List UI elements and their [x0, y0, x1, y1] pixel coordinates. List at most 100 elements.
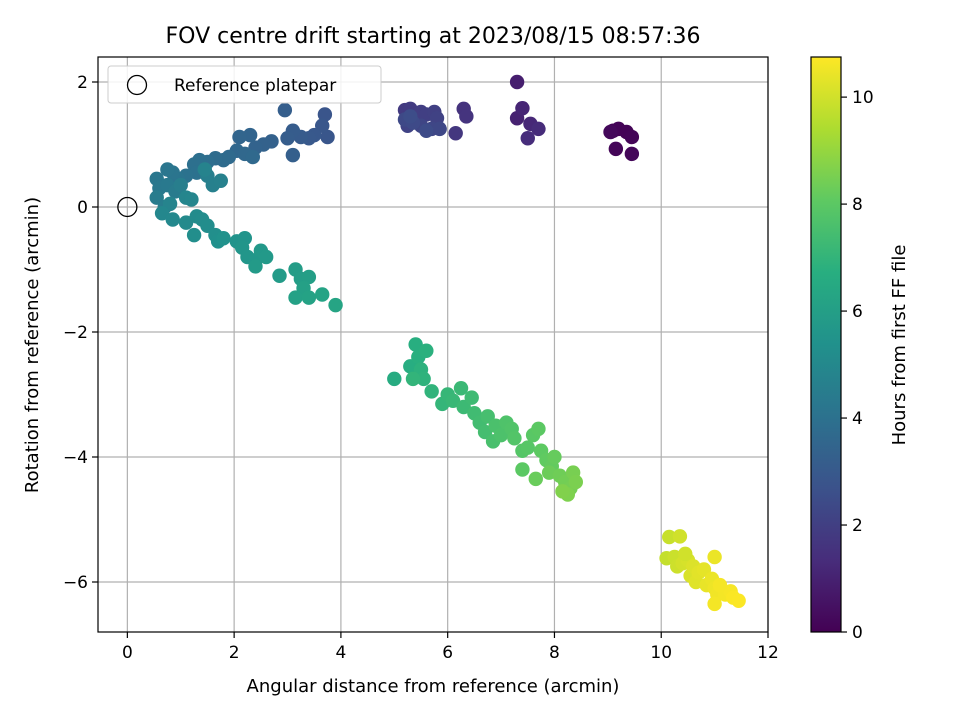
- data-point: [555, 484, 570, 499]
- data-point: [416, 371, 431, 387]
- data-point: [731, 593, 746, 608]
- data-point: [301, 290, 317, 305]
- legend-reference-marker: [126, 74, 148, 96]
- data-point: [531, 421, 546, 437]
- data-point: [186, 227, 202, 243]
- legend-box: [107, 65, 382, 104]
- data-point: [405, 371, 421, 387]
- data-point: [197, 162, 212, 177]
- data-point: [149, 190, 164, 205]
- data-point: [178, 215, 194, 230]
- x-tick-label: 4: [335, 643, 346, 663]
- reference-marker: [117, 196, 138, 218]
- data-point: [531, 121, 546, 137]
- data-point: [507, 431, 522, 446]
- data-point: [477, 424, 493, 440]
- data-point: [520, 440, 535, 455]
- data-point: [280, 131, 295, 146]
- data-point: [162, 196, 178, 212]
- data-point: [515, 462, 530, 477]
- x-axis-label: Angular distance from reference (arcmin): [247, 676, 620, 697]
- data-point: [387, 371, 402, 387]
- data-point: [528, 471, 543, 487]
- y-tick-label: −6: [63, 573, 88, 593]
- colorbar-tick-label: 10: [852, 88, 874, 108]
- chart-title: FOV centre drift starting at 2023/08/15 …: [166, 24, 701, 49]
- colorbar-tick-label: 2: [852, 516, 863, 536]
- data-point: [464, 390, 479, 405]
- data-point: [242, 127, 258, 143]
- data-point: [184, 192, 199, 207]
- data-point: [624, 129, 640, 145]
- colorbar-tick-label: 0: [852, 623, 863, 643]
- data-point: [320, 129, 335, 145]
- data-point: [603, 124, 618, 140]
- data-point: [456, 399, 471, 415]
- data-point: [448, 126, 463, 141]
- data-point: [154, 206, 170, 221]
- colorbar-label: Hours from first FF file: [889, 245, 910, 446]
- x-tick-label: 0: [122, 643, 133, 663]
- data-point: [419, 343, 434, 358]
- data-point: [216, 231, 231, 246]
- data-point: [315, 287, 330, 302]
- data-point: [213, 173, 228, 188]
- data-point: [624, 146, 640, 162]
- x-tick-label: 2: [229, 643, 240, 663]
- data-point: [248, 259, 263, 274]
- data-point: [424, 384, 439, 399]
- data-point: [509, 74, 525, 90]
- data-point: [672, 529, 688, 544]
- data-point: [245, 149, 261, 165]
- data-point: [568, 474, 584, 490]
- data-point: [328, 297, 343, 313]
- data-point: [608, 141, 624, 157]
- colorbar-gradient: [810, 56, 842, 633]
- data-point: [459, 109, 474, 124]
- data-point: [547, 449, 562, 465]
- data-point: [285, 147, 301, 163]
- data-points: [149, 74, 746, 612]
- data-point: [165, 212, 180, 227]
- data-point: [403, 109, 418, 124]
- y-tick-label: 2: [77, 73, 88, 93]
- data-point: [419, 123, 434, 138]
- data-point: [173, 177, 188, 193]
- y-tick-label: −4: [63, 448, 88, 468]
- data-point: [317, 107, 333, 122]
- colorbar-tick-label: 8: [852, 195, 863, 215]
- colorbar-tick-label: 6: [852, 302, 863, 322]
- x-tick-label: 6: [442, 643, 453, 663]
- data-point: [515, 101, 530, 116]
- colorbar-tick-label: 4: [852, 409, 863, 429]
- data-point: [288, 290, 303, 305]
- data-point: [696, 562, 712, 577]
- y-axis-label: Rotation from reference (arcmin): [22, 197, 43, 493]
- data-point: [678, 546, 693, 562]
- data-point: [232, 129, 247, 145]
- legend: Reference platepar: [107, 65, 382, 104]
- data-point: [315, 118, 330, 133]
- data-point: [432, 121, 447, 137]
- data-point: [453, 381, 469, 396]
- data-point: [200, 218, 215, 233]
- plot-frame: [97, 56, 769, 633]
- colorbar-ticks: 0 2 4 6 8 10: [841, 88, 874, 643]
- data-point: [712, 577, 728, 593]
- data-point: [272, 268, 287, 283]
- data-point: [445, 393, 461, 408]
- y-tick-label: 0: [77, 198, 88, 218]
- grid: [98, 57, 769, 632]
- data-point: [408, 337, 423, 352]
- data-point: [480, 409, 495, 424]
- data-point: [707, 549, 722, 565]
- data-point: [160, 162, 175, 177]
- data-point: [493, 427, 509, 443]
- legend-entry-reference: Reference platepar: [174, 76, 336, 96]
- x-tick-label: 12: [757, 643, 779, 663]
- data-point: [707, 596, 722, 612]
- data-point: [301, 269, 317, 285]
- data-point: [277, 102, 293, 118]
- x-axis-ticks: 0 2 4 6 8 10 12: [122, 632, 779, 663]
